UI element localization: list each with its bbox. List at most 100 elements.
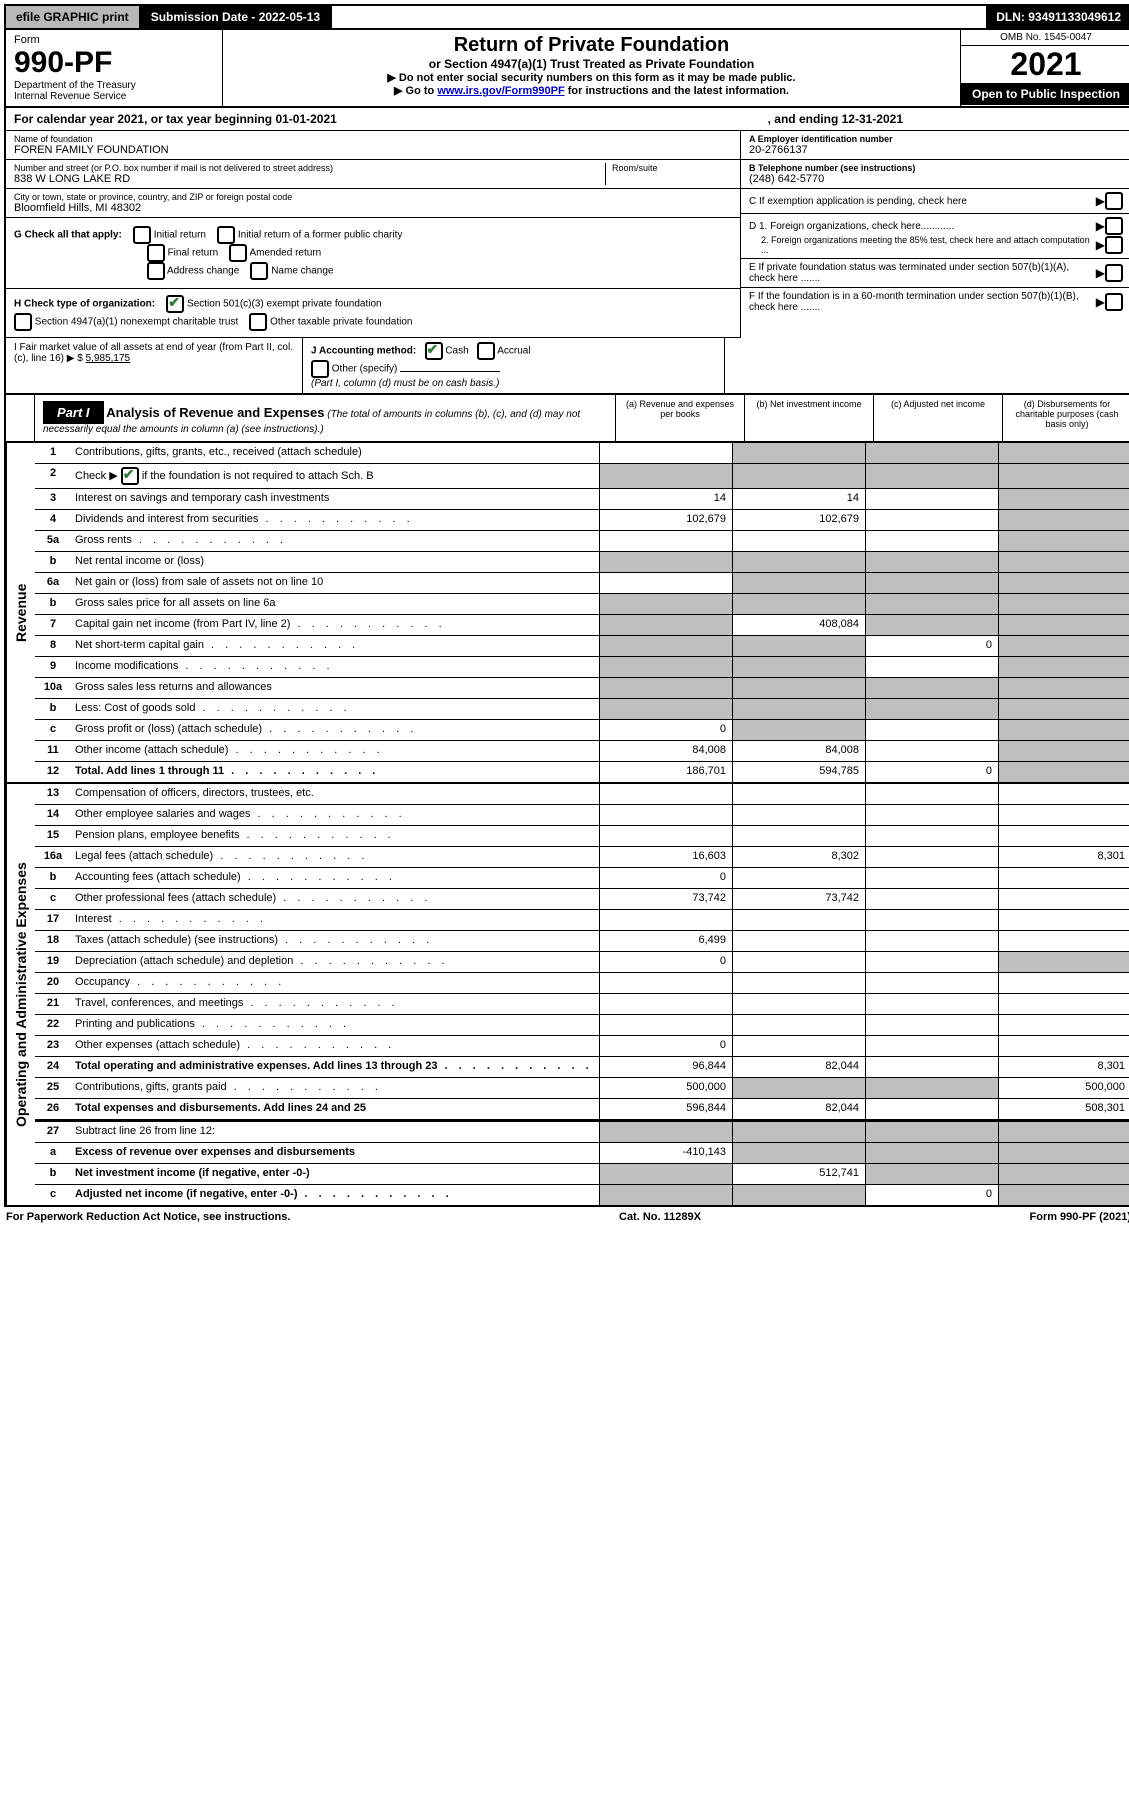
cell-value: 8,301: [998, 847, 1129, 867]
calendar-year-row: For calendar year 2021, or tax year begi…: [4, 108, 1129, 131]
efile-print-button[interactable]: efile GRAPHIC print: [6, 6, 141, 28]
open-public: Open to Public Inspection: [961, 83, 1129, 105]
phone-value: (248) 642-5770: [749, 173, 1123, 185]
row-num: 27: [35, 1122, 71, 1142]
checkbox-address-change[interactable]: [147, 262, 165, 280]
checkbox-4947[interactable]: [14, 313, 32, 331]
h-label: H Check type of organization:: [14, 299, 155, 310]
submission-date: Submission Date - 2022-05-13: [141, 6, 332, 28]
row-num: 10a: [35, 678, 71, 698]
checkbox-sch-b[interactable]: [121, 467, 139, 485]
row-label: Net gain or (loss) from sale of assets n…: [71, 573, 599, 593]
checkbox-d1[interactable]: [1105, 217, 1123, 235]
cell-value: 8,301: [998, 1057, 1129, 1077]
addr-label: Number and street (or P.O. box number if…: [14, 163, 605, 173]
row-label: Adjusted net income (if negative, enter …: [71, 1185, 599, 1205]
row-num: 24: [35, 1057, 71, 1077]
arrow-icon: ▶: [1096, 238, 1105, 252]
note-ssn: ▶ Do not enter social security numbers o…: [227, 71, 956, 84]
j-note: (Part I, column (d) must be on cash basi…: [311, 378, 499, 389]
checkbox-initial-former[interactable]: [217, 226, 235, 244]
row-label: Printing and publications: [71, 1015, 599, 1035]
year-begin: For calendar year 2021, or tax year begi…: [14, 112, 337, 126]
row-label: Compensation of officers, directors, tru…: [71, 784, 599, 804]
j-cash: Cash: [445, 346, 468, 357]
cell-value: 82,044: [732, 1057, 865, 1077]
checkbox-other-taxable[interactable]: [249, 313, 267, 331]
section-ij: I Fair market value of all assets at end…: [4, 338, 1129, 394]
footer-left: For Paperwork Reduction Act Notice, see …: [6, 1211, 290, 1223]
cell-value: 0: [599, 720, 732, 740]
row-label: Other expenses (attach schedule): [71, 1036, 599, 1056]
checkbox-f[interactable]: [1105, 293, 1123, 311]
info-block: Name of foundation FOREN FAMILY FOUNDATI…: [4, 131, 1129, 338]
cell-value: 500,000: [998, 1078, 1129, 1098]
year-end: , and ending 12-31-2021: [768, 112, 903, 126]
cell-value: 0: [865, 762, 998, 782]
row-num: 6a: [35, 573, 71, 593]
form-number: 990-PF: [14, 46, 214, 80]
opt-name-change: Name change: [271, 266, 333, 277]
footer-mid: Cat. No. 11289X: [619, 1211, 701, 1223]
row-num: c: [35, 720, 71, 740]
row-num: 17: [35, 910, 71, 930]
expenses-side-label: Operating and Administrative Expenses: [6, 784, 35, 1205]
checkbox-d2[interactable]: [1105, 236, 1123, 254]
page-footer: For Paperwork Reduction Act Notice, see …: [4, 1207, 1129, 1227]
cell-value: 102,679: [732, 510, 865, 530]
cell-value: 0: [599, 868, 732, 888]
row-num: 13: [35, 784, 71, 804]
name-label: Name of foundation: [14, 134, 732, 144]
form-link[interactable]: www.irs.gov/Form990PF: [437, 85, 564, 97]
checkbox-name-change[interactable]: [250, 262, 268, 280]
cell-value: 73,742: [599, 889, 732, 909]
row-label: Net rental income or (loss): [71, 552, 599, 572]
row-label: Contributions, gifts, grants, etc., rece…: [71, 443, 599, 463]
ein-label: A Employer identification number: [749, 134, 1123, 144]
cell-value: 500,000: [599, 1078, 732, 1098]
cell-value: 0: [865, 636, 998, 656]
i-label: I Fair market value of all assets at end…: [14, 342, 293, 364]
row-num: 7: [35, 615, 71, 635]
checkbox-c[interactable]: [1105, 192, 1123, 210]
row-label: Gross profit or (loss) (attach schedule): [71, 720, 599, 740]
arrow-icon: ▶: [1096, 194, 1105, 208]
row-num: 9: [35, 657, 71, 677]
other-specify-input[interactable]: [400, 371, 500, 372]
row-label: Total. Add lines 1 through 11: [71, 762, 599, 782]
row-num: 12: [35, 762, 71, 782]
col-a-header: (a) Revenue and expenses per books: [615, 395, 744, 441]
checkbox-other-method[interactable]: [311, 360, 329, 378]
opt-initial: Initial return: [154, 230, 206, 241]
row-label: Gross sales price for all assets on line…: [71, 594, 599, 614]
row-num: 21: [35, 994, 71, 1014]
col-c-header: (c) Adjusted net income: [873, 395, 1002, 441]
footer-right: Form 990-PF (2021): [1030, 1211, 1129, 1223]
cell-value: 73,742: [732, 889, 865, 909]
opt-4947: Section 4947(a)(1) nonexempt charitable …: [35, 317, 238, 328]
checkbox-accrual[interactable]: [477, 342, 495, 360]
checkbox-cash[interactable]: [425, 342, 443, 360]
row-num: c: [35, 889, 71, 909]
opt-other-taxable: Other taxable private foundation: [270, 317, 412, 328]
checkbox-e[interactable]: [1105, 264, 1123, 282]
checkbox-amended-return[interactable]: [229, 244, 247, 262]
expenses-section: Operating and Administrative Expenses 13…: [4, 784, 1129, 1207]
row-num: b: [35, 868, 71, 888]
e-label: E If private foundation status was termi…: [749, 262, 1096, 284]
row-num: 1: [35, 443, 71, 463]
omb-number: OMB No. 1545-0047: [961, 30, 1129, 46]
top-bar: efile GRAPHIC print Submission Date - 20…: [4, 4, 1129, 30]
row-label: Excess of revenue over expenses and disb…: [71, 1143, 599, 1163]
j-other: Other (specify): [332, 364, 398, 375]
cell-value: 14: [732, 489, 865, 509]
checkbox-final-return[interactable]: [147, 244, 165, 262]
phone-label: B Telephone number (see instructions): [749, 163, 1123, 173]
row-label: Subtract line 26 from line 12:: [71, 1122, 599, 1142]
cell-value: 8,302: [732, 847, 865, 867]
form-header: Form 990-PF Department of the Treasury I…: [4, 30, 1129, 108]
row-label: Other professional fees (attach schedule…: [71, 889, 599, 909]
checkbox-501c3[interactable]: [166, 295, 184, 313]
checkbox-initial-return[interactable]: [133, 226, 151, 244]
row-label: Travel, conferences, and meetings: [71, 994, 599, 1014]
